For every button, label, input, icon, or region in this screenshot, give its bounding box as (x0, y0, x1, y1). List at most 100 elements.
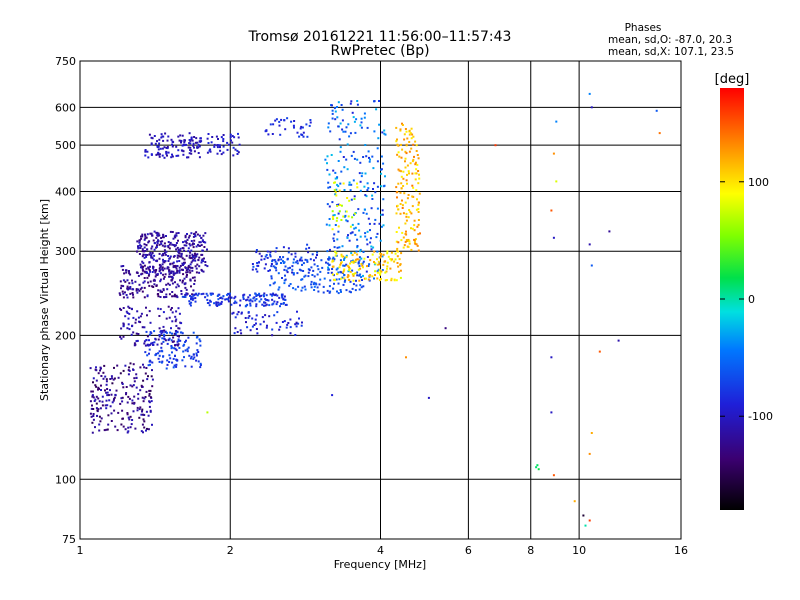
data-point (95, 385, 98, 388)
data-point (167, 255, 170, 257)
data-point (370, 248, 373, 251)
data-point (224, 298, 227, 301)
data-point (162, 289, 165, 292)
data-point (148, 253, 151, 256)
data-point (96, 409, 99, 412)
data-point (317, 290, 320, 293)
data-point (187, 268, 189, 271)
data-point (158, 252, 161, 255)
data-point (130, 307, 133, 310)
data-point (386, 265, 389, 268)
data-point (105, 399, 108, 402)
data-point (124, 280, 127, 283)
data-point (416, 225, 419, 228)
data-point (141, 396, 144, 399)
data-point (127, 305, 130, 308)
data-point (193, 356, 196, 359)
data-point (299, 127, 302, 130)
data-point (349, 189, 352, 192)
data-point (313, 259, 315, 262)
data-point (268, 304, 271, 307)
data-point (192, 242, 194, 245)
data-point (97, 372, 100, 375)
data-point (376, 147, 379, 150)
data-point (350, 100, 353, 103)
data-point (148, 394, 151, 397)
data-point (275, 303, 278, 306)
data-point (401, 207, 404, 209)
data-point (353, 195, 356, 198)
data-point (206, 265, 209, 268)
data-point (334, 181, 336, 184)
data-point (271, 334, 274, 337)
data-point (174, 347, 177, 350)
data-point (386, 252, 389, 255)
x-tick-label: 2 (227, 544, 234, 557)
data-point (353, 157, 356, 160)
data-point (336, 106, 338, 108)
data-point (163, 333, 166, 336)
data-point (155, 352, 158, 355)
data-point (283, 119, 286, 122)
data-point (366, 230, 369, 233)
data-point (409, 132, 412, 135)
data-point (197, 152, 200, 154)
data-point (145, 306, 147, 309)
data-point (277, 288, 280, 291)
data-point (333, 239, 336, 242)
data-point (151, 285, 154, 288)
data-point (139, 244, 142, 247)
data-point (203, 246, 206, 248)
data-point (247, 316, 250, 319)
data-point (122, 386, 125, 389)
data-point (264, 314, 267, 317)
data-point (124, 428, 127, 431)
data-point (122, 307, 125, 309)
data-point (160, 346, 163, 349)
data-point (219, 297, 222, 299)
data-point (405, 130, 408, 133)
data-point (393, 260, 396, 263)
data-point (341, 119, 344, 122)
data-point (417, 223, 420, 226)
data-point (367, 278, 370, 281)
data-point (385, 270, 388, 273)
data-point (147, 281, 150, 284)
data-point (139, 263, 142, 266)
data-point (349, 262, 352, 265)
data-point (213, 145, 216, 148)
data-point (171, 155, 174, 158)
data-point (405, 215, 408, 218)
data-point (209, 148, 212, 151)
data-point (167, 245, 170, 247)
data-point (364, 277, 367, 280)
data-point (174, 272, 177, 275)
data-point (140, 430, 143, 433)
data-point (186, 271, 189, 274)
data-point (171, 351, 173, 354)
data-point (372, 167, 375, 170)
data-point (239, 304, 241, 307)
data-point (193, 239, 196, 242)
data-point (135, 376, 138, 379)
data-point (198, 241, 201, 244)
data-point (188, 132, 191, 135)
data-point (369, 274, 372, 277)
data-point (185, 143, 187, 146)
data-point (146, 354, 149, 357)
data-point (371, 253, 374, 256)
data-point (358, 265, 361, 267)
data-point (274, 260, 277, 263)
data-point (334, 250, 337, 253)
data-point (192, 294, 195, 297)
data-point (163, 252, 166, 254)
data-point (160, 242, 163, 245)
data-point (156, 244, 158, 247)
data-point (335, 252, 338, 255)
data-point (302, 131, 305, 134)
data-point (193, 150, 196, 153)
data-point (150, 142, 153, 145)
data-point (271, 259, 274, 262)
data-point (262, 320, 265, 323)
data-point (156, 145, 159, 148)
